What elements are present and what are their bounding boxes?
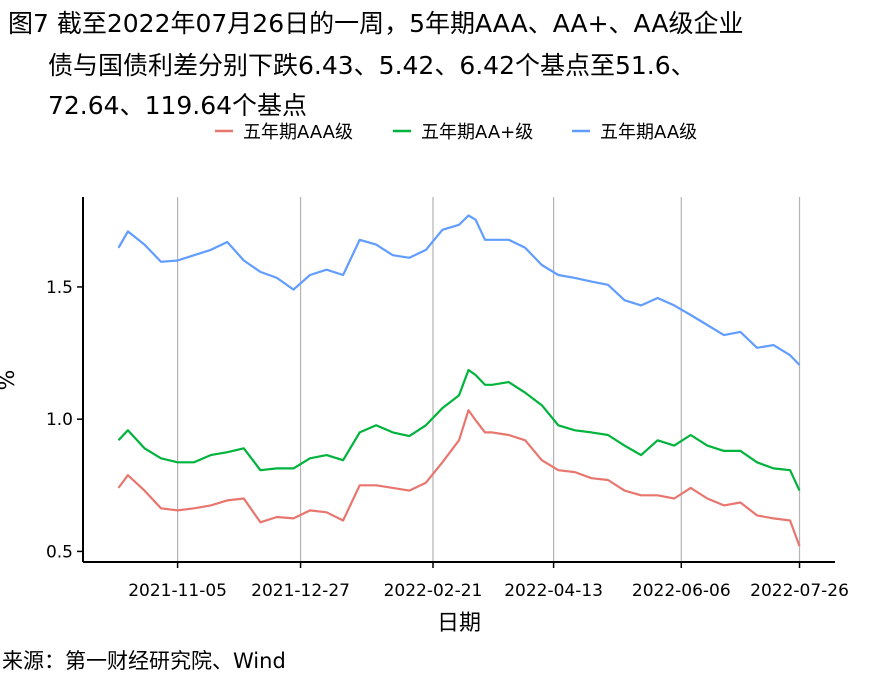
y-tick-label: 0.5: [46, 542, 73, 562]
x-tick-label: 2022-07-26: [750, 581, 849, 601]
series-line: [117, 214, 801, 366]
x-axis-title: 日期: [437, 611, 481, 636]
legend-label: 五年期AAA级: [243, 122, 353, 143]
x-tick-label: 2021-12-27: [251, 581, 350, 601]
x-tick-label: 2022-02-21: [384, 581, 483, 601]
x-tick-label: 2022-04-13: [504, 581, 603, 601]
title-line: 72.64、119.64个基点: [48, 91, 307, 120]
legend-label: 五年期AA+级: [421, 122, 533, 143]
x-tick-label: 2022-06-06: [632, 581, 731, 601]
y-axis-title: %: [0, 370, 20, 391]
legend-label: 五年期AA级: [600, 122, 697, 143]
y-tick-label: 1.5: [46, 278, 73, 298]
y-tick-label: 1.0: [46, 410, 73, 430]
title-line: 图7 截至2022年07月26日的一周，5年期AAA、AA+、AA级企业: [8, 9, 743, 38]
title-line: 债与国债利差分别下跌6.43、5.42、6.42个基点至51.6、: [48, 51, 696, 80]
series-line: [117, 368, 801, 492]
series-line: [117, 409, 801, 547]
x-tick-label: 2021-11-05: [128, 581, 227, 601]
source: 来源：第一财经研究院、Wind: [2, 649, 286, 673]
